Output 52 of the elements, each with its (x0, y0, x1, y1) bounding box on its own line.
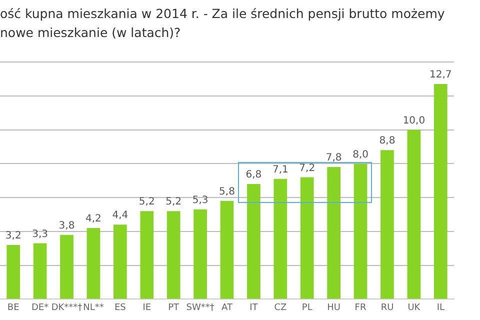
x-tick-label: PT (168, 302, 180, 313)
bar (407, 130, 421, 299)
chart-title: ość kupna mieszkania w 2014 r. - Za ile średnich pensji brutto możemy nowe mieszkanie (w latach)? (0, 5, 445, 42)
x-tick-label: BE (7, 302, 20, 313)
x-tick-label: DK***† (51, 302, 83, 313)
bar (194, 209, 207, 299)
bar (380, 150, 394, 299)
data-label: 3,3 (32, 228, 48, 240)
x-tick-label: DE* (31, 302, 50, 313)
data-label: 7,8 (326, 152, 342, 164)
data-label: 4,4 (112, 210, 128, 222)
x-tick-label: RU (380, 302, 394, 313)
data-label: 5,2 (166, 196, 182, 208)
x-tick-label: IE (142, 302, 152, 313)
x-tick-label: FR (354, 302, 366, 313)
data-label: 7,2 (299, 162, 316, 174)
data-label: 5,8 (219, 186, 235, 198)
x-tick-label: IL (436, 302, 444, 313)
x-tick-label: IT (250, 302, 258, 313)
bar (327, 167, 340, 299)
x-tick-label: PL (302, 302, 312, 313)
bar (140, 211, 154, 299)
bar (60, 234, 74, 299)
x-tick-label: AT (222, 302, 233, 313)
data-label: 7,1 (272, 164, 288, 176)
x-tick-label: HU (327, 302, 341, 313)
data-label: 4,2 (86, 214, 102, 225)
bar (434, 84, 448, 299)
data-label: 5,3 (192, 194, 208, 206)
x-tick-label: ES (114, 302, 126, 313)
x-tick-label: SW**† (186, 302, 215, 313)
bar (33, 243, 47, 299)
x-tick-label: CZ (274, 302, 287, 313)
data-label: 10,0 (402, 115, 426, 126)
bar (274, 178, 288, 299)
data-label: 3,2 (5, 230, 22, 242)
bar (114, 224, 127, 299)
x-tick-label: NL** (83, 302, 104, 313)
data-label: 8,0 (352, 149, 368, 160)
bar (247, 184, 260, 299)
bar (6, 244, 20, 299)
bar (220, 200, 234, 299)
data-label: 6,8 (246, 170, 262, 181)
bar (86, 228, 100, 299)
bar (354, 164, 368, 299)
bar (166, 211, 180, 299)
data-label: 12,7 (430, 70, 452, 81)
data-label: 8,8 (379, 136, 396, 147)
bar (300, 177, 314, 299)
x-tick-label: UK (408, 302, 422, 313)
data-label: 5,2 (138, 196, 155, 208)
data-label: 3,8 (58, 220, 75, 232)
